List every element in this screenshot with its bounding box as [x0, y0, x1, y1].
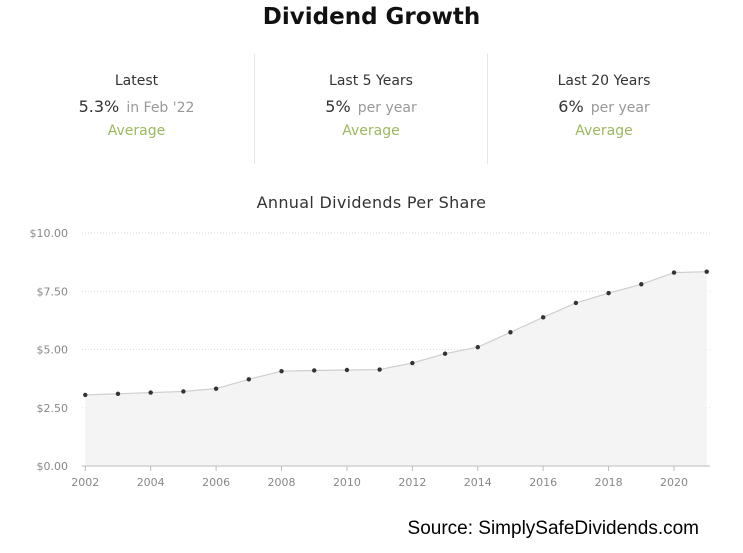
- chart-title: Annual Dividends Per Share: [256, 193, 487, 212]
- x-tick-label: 2014: [464, 476, 492, 489]
- data-point: [442, 351, 448, 356]
- stat-value: 5%: [325, 97, 351, 116]
- stat-rating: Average: [342, 123, 400, 139]
- data-point: [246, 377, 252, 382]
- x-tick-label: 2018: [595, 476, 623, 489]
- stat-rating: Average: [575, 123, 633, 139]
- stat-rating: Average: [107, 123, 166, 139]
- stat-label: Last 5 Years: [329, 73, 413, 89]
- data-point: [115, 391, 121, 396]
- dividend-stats: Latest 5.3% in Feb '22 Average Last 5 Ye…: [20, 54, 720, 164]
- page-title: Dividend Growth: [262, 4, 481, 30]
- data-point: [213, 386, 219, 391]
- stat-value-row: 6% per year: [488, 97, 720, 116]
- x-tick-label: 2012: [398, 476, 426, 489]
- stat-suffix: in Feb '22: [126, 100, 195, 116]
- data-point: [410, 360, 415, 366]
- data-point: [181, 389, 186, 394]
- x-tick-label: 2020: [660, 476, 688, 489]
- area-fill: [85, 271, 707, 466]
- x-tick-label: 2008: [268, 476, 296, 489]
- stat-suffix: per year: [357, 100, 417, 116]
- data-point: [671, 270, 677, 275]
- data-point: [148, 390, 153, 395]
- data-point: [508, 330, 513, 335]
- data-point: [377, 367, 382, 372]
- y-tick-label: $5.00: [37, 344, 69, 357]
- data-point: [475, 344, 480, 350]
- stat-label: Latest: [114, 73, 159, 89]
- stat-value-row: 5.3% in Feb '22: [20, 97, 253, 116]
- stat-value: 6%: [558, 97, 584, 116]
- source-credit: Source: SimplySafeDividends.com: [407, 518, 699, 539]
- data-point: [540, 315, 546, 320]
- y-tick-label: $10.00: [30, 227, 69, 240]
- stat-value-row: 5% per year: [255, 97, 487, 116]
- data-point: [279, 368, 284, 374]
- y-tick-label: $7.50: [37, 285, 69, 298]
- stat-value: 5.3%: [78, 97, 120, 116]
- stat-last-5-years: Last 5 Years 5% per year Average: [254, 54, 487, 164]
- y-tick-label: $0.00: [37, 460, 69, 473]
- series-line: [85, 271, 707, 396]
- dividends-chart: $0.00 $2.50 $5.00 $7.50 $10.00 2002 2004 2006 20…: [30, 227, 710, 489]
- data-point: [639, 282, 644, 287]
- stat-last-20-years: Last 20 Years 6% per year Average: [487, 54, 720, 164]
- x-tick-label: 2010: [333, 476, 361, 489]
- data-point: [83, 392, 88, 398]
- data-point: [606, 290, 611, 296]
- x-tick-label: 2004: [137, 476, 165, 489]
- y-tick-label: $2.50: [37, 402, 69, 415]
- stat-latest: Latest 5.3% in Feb '22 Average: [20, 54, 253, 164]
- data-point: [573, 300, 579, 306]
- data-point: [312, 368, 317, 373]
- x-tick-label: 2006: [202, 476, 230, 489]
- data-point: [344, 367, 350, 373]
- x-tick-label: 2002: [71, 476, 99, 489]
- x-tick-label: 2016: [529, 476, 557, 489]
- stat-label: Last 20 Years: [557, 73, 651, 89]
- data-point: [704, 269, 709, 274]
- stat-suffix: per year: [590, 100, 650, 116]
